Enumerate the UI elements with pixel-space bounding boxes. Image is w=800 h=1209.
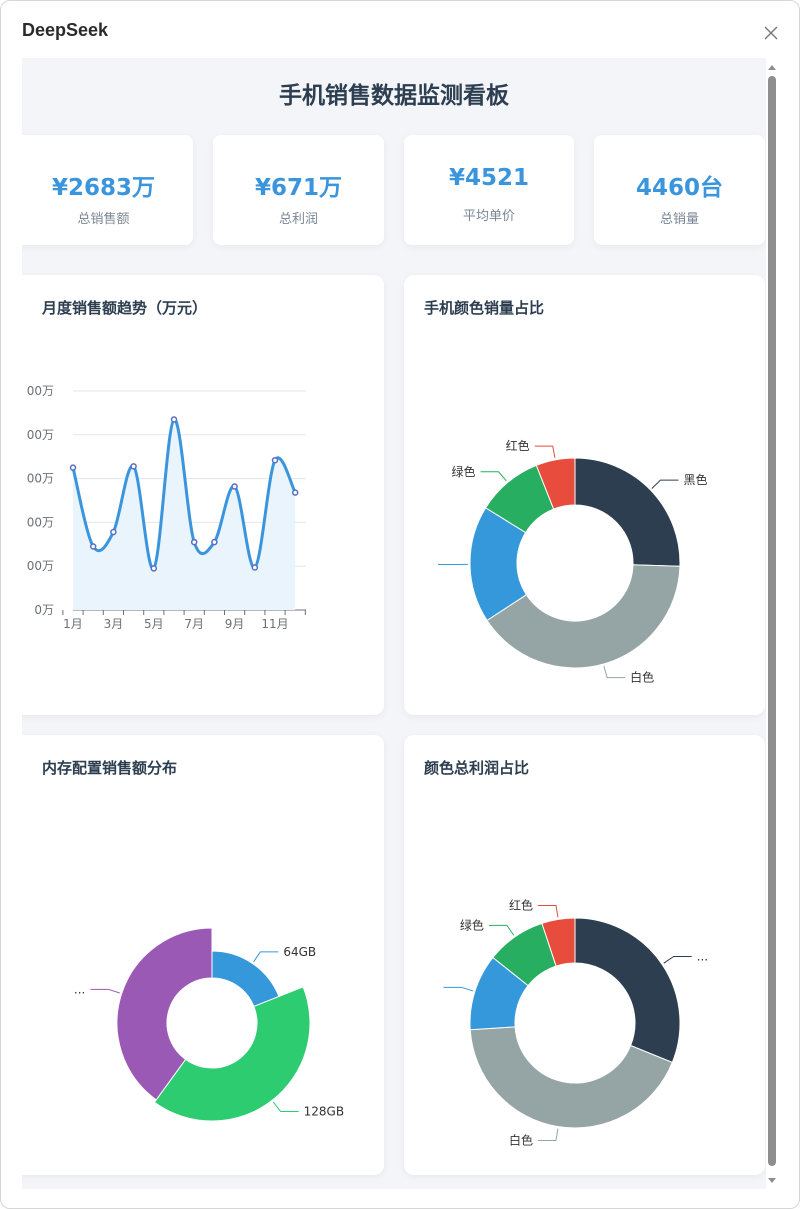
data-point [89,543,97,550]
label-leader-line [534,445,556,458]
slice [574,917,681,1064]
data-point [190,538,198,546]
total-units-label: 总销量 [659,212,699,227]
data-point [211,538,218,546]
avg-price-label: 平均单价 [462,209,515,224]
data-point [251,564,259,571]
data-point [150,565,158,572]
label-leader-line [253,951,279,963]
label-leader-line [651,479,679,489]
data-point [69,464,77,471]
total-profit-label: 总利润 [278,212,318,227]
slice [116,927,213,1101]
data-point [231,483,238,490]
panel-monthly-sales: 0万 00万 00万 00万 00万 00万 1月 3月 5月 7月 9月 11月 月度销售额趋势（万… [22,275,384,715]
slice [486,564,681,669]
data-point [170,416,178,423]
label-leader-line [488,924,515,936]
label-leader-line [603,665,626,679]
slice-label: ... [74,982,85,996]
color-profit-title: 颜色总利润占比 [424,759,530,777]
slice-label: 64GB [283,945,316,959]
slice-label: 128GB [304,1104,344,1118]
window-title: DeepSeek [22,20,109,40]
scroll-up-arrow-icon[interactable] [767,63,777,71]
stat-card-total-units: 4460台 总销量 [594,135,765,245]
total-sales-value: ¥2683万 [51,175,156,201]
monthly-sales-title: 月度销售额趋势（万元） [42,299,208,317]
x-tick-label: 7月 [184,617,204,631]
slice [469,1026,673,1129]
label-leader-line [443,986,474,992]
label-leader-line [480,471,507,482]
slice-label: ... [697,949,708,963]
slice-label: 白色 [630,670,654,685]
x-tick-label: 5月 [144,617,164,631]
slice [211,950,280,1008]
close-icon[interactable] [761,23,781,43]
scrollbar-thumb[interactable] [768,76,776,1166]
x-tick-label: 1月 [63,617,83,631]
line-area-fill [73,419,296,610]
label-leader-line [538,905,559,918]
label-leader-line [538,1128,559,1141]
slice-label: 白色 [509,1132,533,1147]
label-leader-line [90,988,120,994]
slice-label: 绿色 [452,464,476,479]
label-leader-line [663,955,692,964]
y-tick-label: 00万 [27,384,54,398]
label-leader-line [272,1101,299,1112]
x-tick-label: 3月 [104,617,124,631]
data-point [110,528,117,536]
x-tick-label: 9月 [225,617,245,631]
y-tick-label: 00万 [27,472,54,486]
slice-label: 红色 [506,438,530,453]
stat-card-avg-price: ¥4521 平均单价 [404,135,574,245]
x-tick-label: 11月 [261,617,288,631]
data-point [291,489,299,496]
slice-label: 黑色 [683,473,707,487]
data-point [130,463,137,470]
slice-label: 绿色 [460,917,484,932]
slice-label: 红色 [509,898,533,913]
panel-color-sales: 黑色白色 绿色 红色 手机颜色销量占比 [404,275,765,715]
slice [541,917,576,967]
y-tick-label: 00万 [27,515,54,529]
color-profit-donut-chart: ... 白色 绿色 红色 [443,898,708,1147]
slice [574,457,681,567]
total-units-value: 4460台 [635,175,723,201]
memory-sales-rose-chart: 64GB 128GB... [74,927,344,1122]
avg-price-value: ¥4521 [448,165,530,191]
y-tick-label: 00万 [27,428,54,442]
monthly-sales-line-chart: 0万 00万 00万 00万 00万 00万 1月 3月 5月 7月 9月 11月 [27,384,306,631]
total-sales-label: 总销售额 [77,212,130,227]
stat-card-total-sales: ¥2683万 总销售额 [22,135,193,245]
scroll-down-arrow-icon[interactable] [767,1177,777,1185]
stat-card-total-profit: ¥671万 总利润 [213,135,384,245]
data-point [271,456,279,464]
panel-memory-sales: 64GB 128GB... 内存配置销售额分布 [22,735,384,1175]
y-tick-label: 0万 [34,603,54,617]
dashboard-title: 手机销售数据监测看板 [279,83,509,109]
color-sales-title: 手机颜色销量占比 [424,299,545,317]
dashboard-viewport: 手机销售数据监测看板 ¥2683万 总销售额 ¥671万 总利润 ¥4521 平… [22,58,766,1189]
slice [535,457,576,510]
y-tick-label: 00万 [27,559,54,573]
slice [153,986,311,1122]
total-profit-value: ¥671万 [254,175,342,201]
memory-sales-title: 内存配置销售额分布 [42,759,178,777]
panel-color-profit: ... 白色 绿色 红色 颜色总利润占比 [404,735,765,1175]
